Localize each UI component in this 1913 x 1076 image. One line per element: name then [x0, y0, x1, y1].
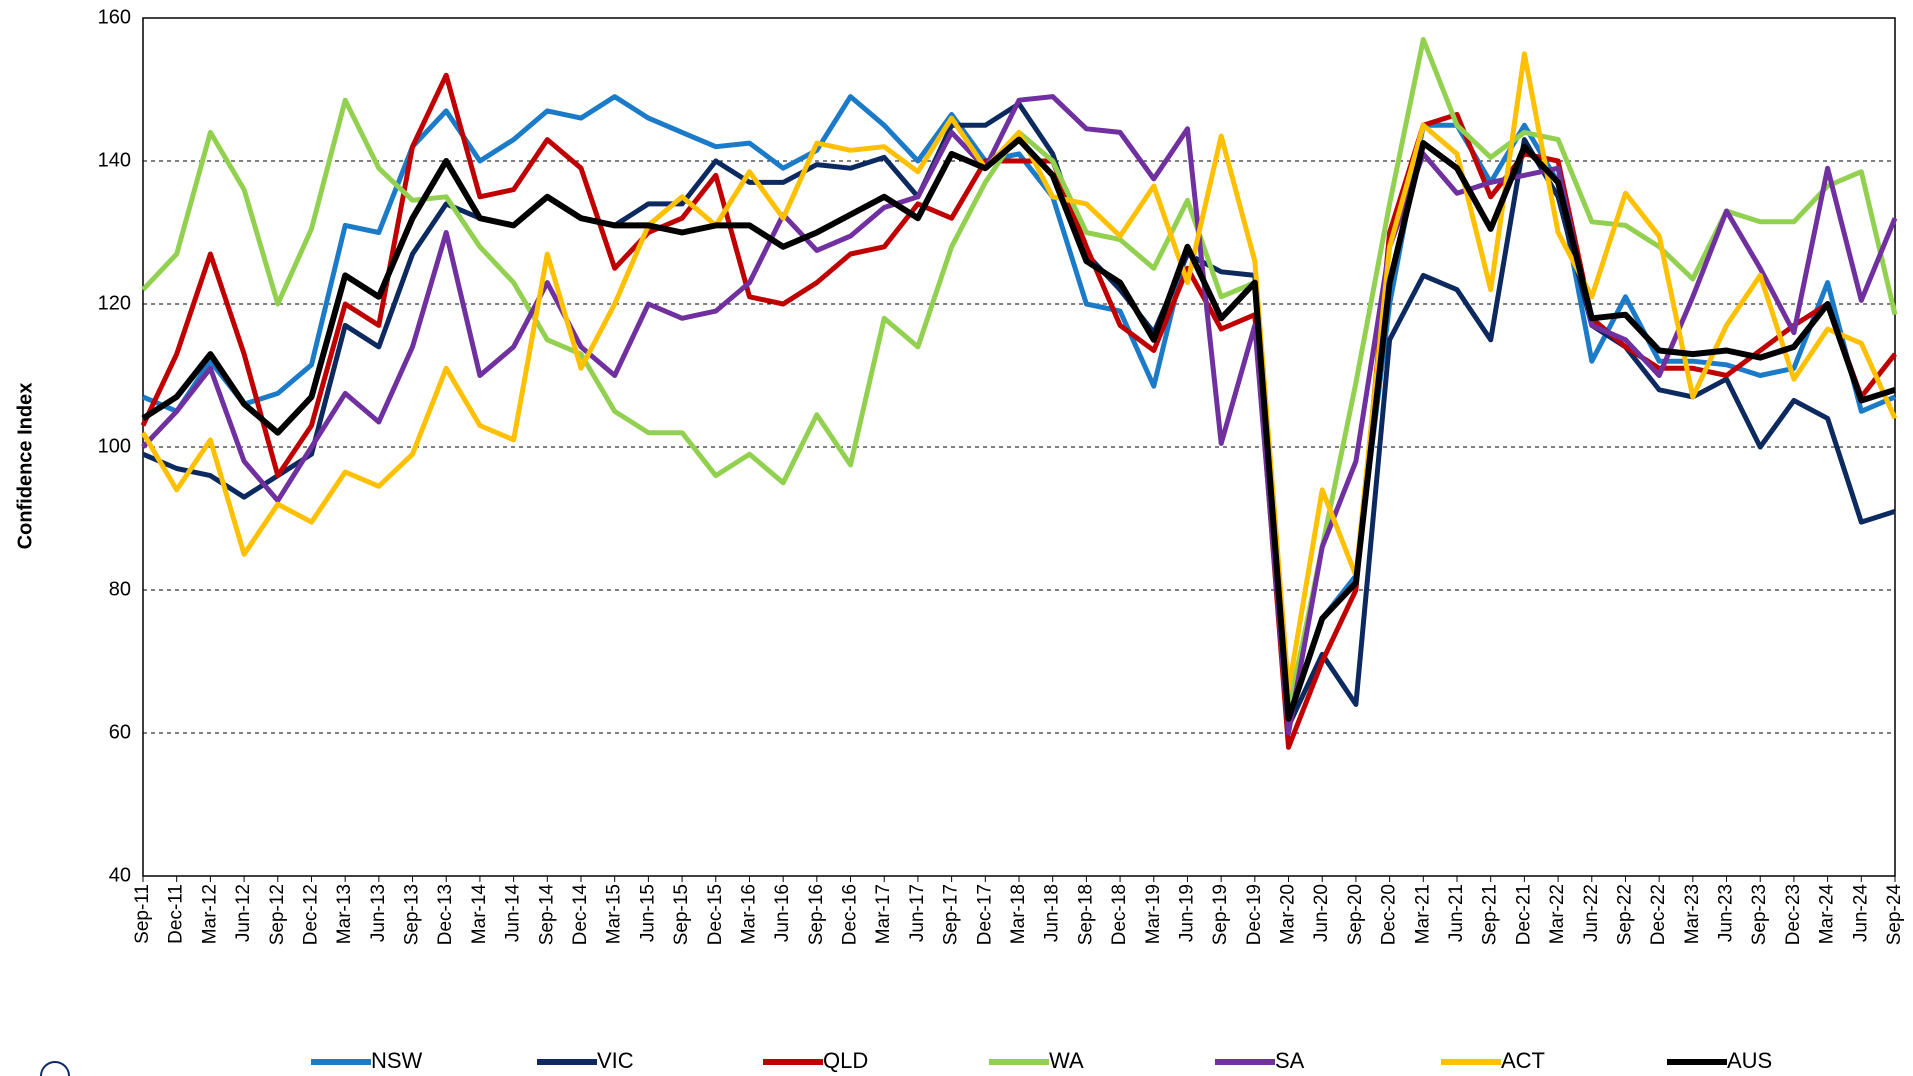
x-tick-label: Sep-19	[1210, 884, 1231, 945]
x-tick-label: Sep-15	[671, 884, 692, 945]
series-line	[142, 94, 1896, 722]
x-tick-label: Jun-20	[1311, 884, 1332, 942]
x-tick-label: Jun-18	[1042, 884, 1063, 942]
y-tick-label: 40	[109, 864, 131, 886]
y-tick-label: 80	[109, 578, 131, 600]
legend-label: ACT	[1501, 1048, 1545, 1073]
series-line	[140, 72, 1897, 750]
x-tick-label: Jun-14	[503, 884, 524, 943]
x-tick-label: Dec-21	[1513, 884, 1534, 945]
x-tick-label: Dec-18	[1109, 884, 1130, 945]
x-tick-label: Sep-12	[267, 884, 288, 945]
legend-label: WA	[1049, 1048, 1084, 1073]
x-tick-label: Dec-17	[974, 884, 995, 945]
x-tick-label: Jun-13	[368, 884, 389, 942]
x-tick-label: Mar-14	[469, 884, 490, 945]
legend-label: NSW	[371, 1048, 423, 1073]
logo	[40, 1061, 70, 1076]
x-tick-label: Mar-22	[1547, 884, 1568, 944]
x-tick-label: Sep-17	[941, 884, 962, 945]
x-tick-label: Jun-21	[1446, 884, 1467, 942]
y-tick-label: 100	[98, 435, 131, 457]
x-tick-label: Dec-19	[1244, 884, 1265, 945]
x-tick-label: Mar-16	[738, 884, 759, 944]
legend-label: QLD	[823, 1048, 868, 1073]
y-tick-label: 60	[109, 721, 131, 743]
x-tick-label: Mar-23	[1682, 884, 1703, 944]
x-tick-label: Sep-22	[1614, 884, 1635, 945]
x-tick-label: Mar-15	[604, 884, 625, 944]
x-tick-label: Sep-16	[806, 884, 827, 945]
legend-label: VIC	[597, 1048, 634, 1073]
x-tick-label: Dec-16	[840, 884, 861, 945]
x-tick-label: Mar-21	[1412, 884, 1433, 944]
x-tick-label: Jun-22	[1581, 884, 1602, 942]
x-tick-label: Sep-21	[1480, 884, 1501, 945]
x-tick-label: Sep-18	[1075, 884, 1096, 945]
y-tick-label: 160	[98, 6, 131, 28]
x-tick-label: Dec-20	[1379, 884, 1400, 945]
x-tick-label: Dec-13	[435, 884, 456, 945]
x-tick-label: Jun-16	[772, 884, 793, 942]
legend-label: SA	[1275, 1048, 1305, 1073]
x-tick-label: Mar-17	[873, 884, 894, 944]
x-tick-label: Jun-17	[907, 884, 928, 942]
x-tick-label: Dec-15	[705, 884, 726, 945]
x-tick-label: Sep-24	[1884, 884, 1905, 946]
x-tick-label: Mar-18	[1008, 884, 1029, 944]
x-tick-label: Mar-13	[334, 884, 355, 944]
x-tick-label: Mar-20	[1278, 884, 1299, 944]
x-tick-label: Dec-11	[166, 884, 187, 944]
x-tick-label: Dec-14	[570, 884, 591, 946]
x-tick-label: Mar-12	[199, 884, 220, 944]
series-line	[141, 136, 1896, 722]
x-tick-label: Jun-24	[1850, 884, 1871, 943]
series-line	[140, 51, 1898, 693]
x-tick-label: Jun-15	[637, 884, 658, 942]
y-axis-label: Confidence Index	[14, 383, 36, 550]
x-tick-label: Mar-19	[1143, 884, 1164, 944]
x-tick-label: Jun-19	[1176, 884, 1197, 942]
x-tick-label: Sep-20	[1345, 884, 1366, 945]
x-tick-label: Sep-14	[536, 884, 557, 946]
legend-label: AUS	[1727, 1048, 1772, 1073]
x-tick-label: Sep-11	[132, 884, 153, 944]
x-tick-label: Dec-23	[1783, 884, 1804, 945]
y-tick-label: 140	[98, 149, 131, 171]
x-tick-label: Sep-23	[1749, 884, 1770, 945]
x-tick-label: Mar-24	[1817, 884, 1838, 945]
y-tick-label: 120	[98, 292, 131, 314]
x-tick-label: Dec-12	[300, 884, 321, 945]
series-line	[141, 94, 1898, 736]
x-tick-label: Jun-23	[1716, 884, 1737, 942]
x-tick-label: Dec-22	[1648, 884, 1669, 945]
x-tick-label: Sep-13	[402, 884, 423, 945]
x-tick-label: Jun-12	[233, 884, 254, 942]
